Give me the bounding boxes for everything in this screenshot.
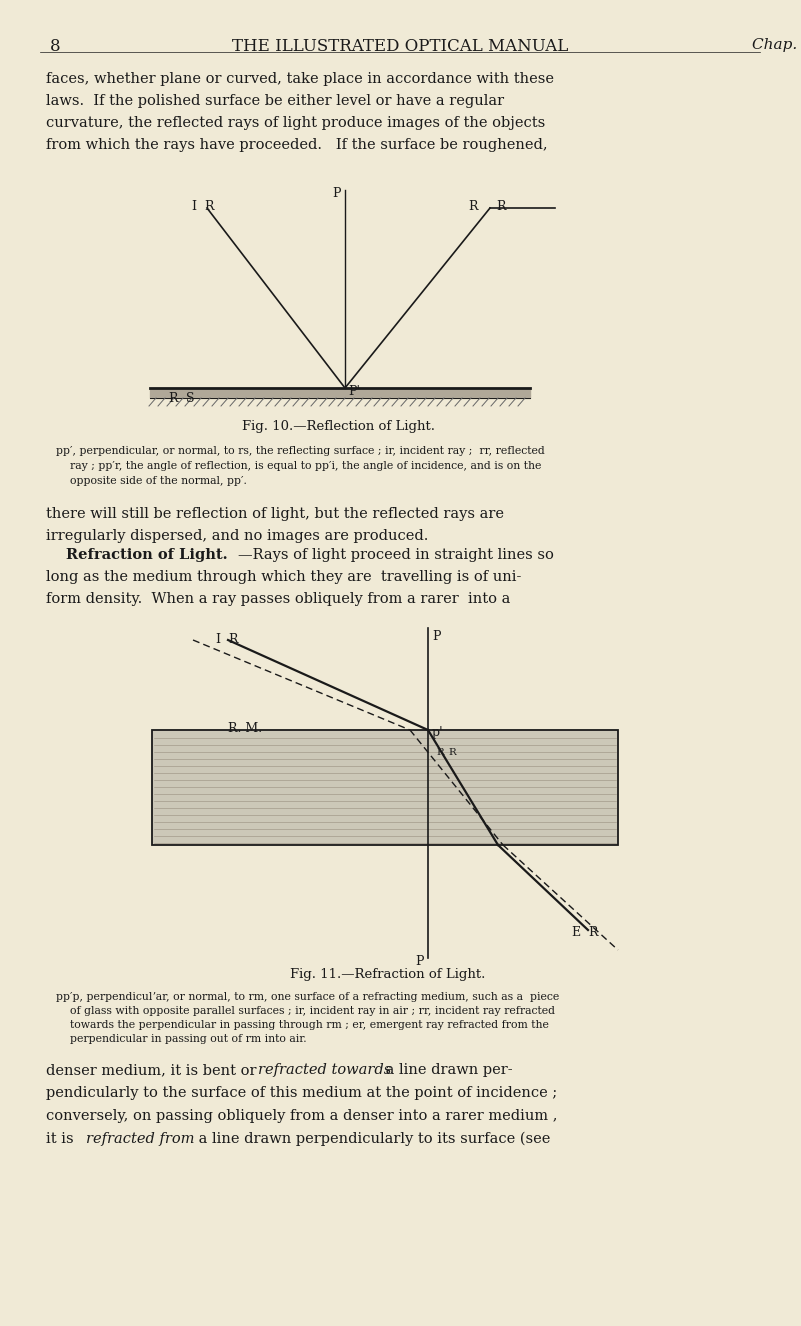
Text: R: R [588,926,598,939]
Text: pp′, perpendicular, or normal, to rs, the reflecting surface ; ir, incident ray : pp′, perpendicular, or normal, to rs, th… [56,446,545,456]
Text: THE ILLUSTRATED OPTICAL MANUAL: THE ILLUSTRATED OPTICAL MANUAL [231,38,568,54]
Text: denser medium, it is bent or: denser medium, it is bent or [46,1063,261,1077]
Text: Refraction of Light.: Refraction of Light. [66,548,227,562]
Text: E: E [571,926,580,939]
Text: faces, whether plane or curved, take place in accordance with these: faces, whether plane or curved, take pla… [46,72,554,86]
Text: Fig. 10.—Reflection of Light.: Fig. 10.—Reflection of Light. [241,420,434,434]
Text: opposite side of the normal, pp′.: opposite side of the normal, pp′. [56,476,247,487]
Text: Fig. 11.—Refraction of Light.: Fig. 11.—Refraction of Light. [290,968,485,981]
Text: irregularly dispersed, and no images are produced.: irregularly dispersed, and no images are… [46,529,429,544]
Text: 8: 8 [50,38,61,54]
Text: long as the medium through which they are  travelling is of uni-: long as the medium through which they ar… [46,570,521,583]
Text: P: P [332,187,341,200]
Text: there will still be reflection of light, but the reflected rays are: there will still be reflection of light,… [46,507,504,521]
Text: of glass with opposite parallel surfaces ; ir, incident ray in air ; rr, inciden: of glass with opposite parallel surfaces… [56,1006,555,1016]
Text: refracted towards: refracted towards [258,1063,391,1077]
Text: pendicularly to the surface of this medium at the point of incidence ;: pendicularly to the surface of this medi… [46,1086,557,1101]
Text: P: P [432,630,441,643]
Text: form density.  When a ray passes obliquely from a rarer  into a: form density. When a ray passes obliquel… [46,591,510,606]
Text: refracted from: refracted from [86,1132,195,1146]
Text: R: R [228,633,238,646]
Text: Chap. I: Chap. I [752,38,801,52]
Text: R: R [496,200,505,213]
Text: ray ; pp′r, the angle of reflection, is equal to pp′i, the angle of incidence, a: ray ; pp′r, the angle of reflection, is … [56,461,541,471]
Text: P: P [416,955,424,968]
Text: a line drawn perpendicularly to its surface (see: a line drawn perpendicularly to its surf… [194,1132,550,1147]
Text: perpendicular in passing out of rm into air.: perpendicular in passing out of rm into … [56,1034,307,1044]
Text: R. M.: R. M. [228,721,262,735]
Text: —Rays of light proceed in straight lines so: —Rays of light proceed in straight lines… [238,548,553,562]
Text: it is: it is [46,1132,78,1146]
Text: curvature, the reflected rays of light produce images of the objects: curvature, the reflected rays of light p… [46,115,545,130]
Text: R: R [436,748,444,757]
Text: I: I [215,633,220,646]
Text: pp′p, perpendiculʼar, or normal, to rm, one surface of a refracting medium, such: pp′p, perpendiculʼar, or normal, to rm, … [56,992,559,1002]
Text: R: R [469,200,478,213]
Text: from which the rays have proceeded.   If the surface be roughened,: from which the rays have proceeded. If t… [46,138,548,152]
Text: laws.  If the polished surface be either level or have a regular: laws. If the polished surface be either … [46,94,504,107]
Text: I: I [191,200,196,213]
Text: S: S [186,392,195,404]
Text: p': p' [432,727,444,739]
Text: P': P' [348,385,360,398]
Bar [152,731,618,845]
Text: R: R [448,748,456,757]
Text: towards the perpendicular in passing through rm ; er, emergent ray refracted fro: towards the perpendicular in passing thr… [56,1020,549,1030]
Text: a line drawn per-: a line drawn per- [381,1063,513,1077]
Text: R: R [204,200,214,213]
Text: R: R [168,392,178,404]
Text: conversely, on passing obliquely from a denser into a rarer medium ,: conversely, on passing obliquely from a … [46,1109,557,1123]
